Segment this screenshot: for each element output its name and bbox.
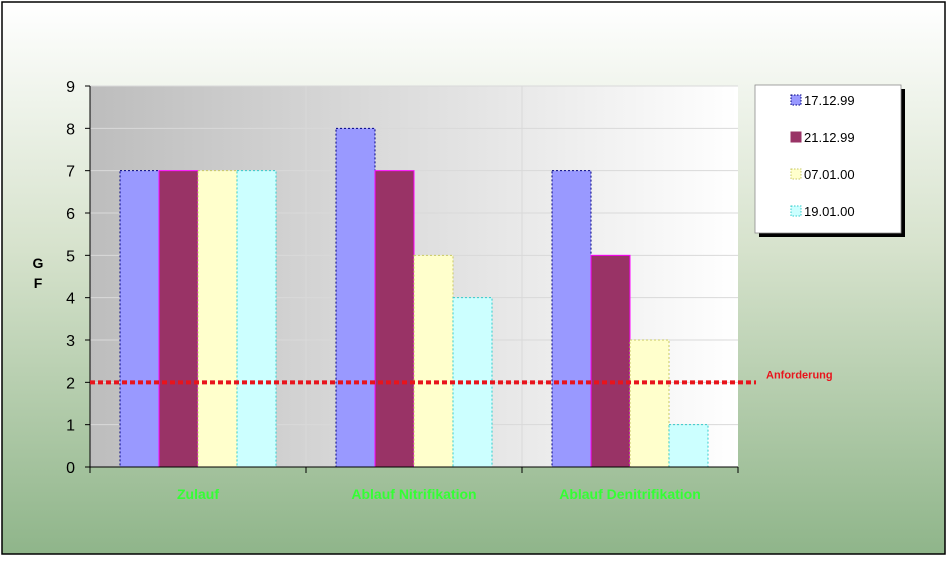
bar-21.12.99 — [590, 254, 631, 468]
legend-swatch — [790, 205, 802, 217]
legend-swatch — [790, 131, 802, 143]
bar-07.01.00 — [413, 254, 454, 468]
bar-21.12.99 — [158, 170, 199, 468]
bar-07.01.00 — [197, 170, 238, 468]
y-tick-label: 3 — [66, 333, 75, 350]
bar-17.12.99 — [335, 127, 376, 468]
y-tick-label: 9 — [66, 79, 75, 96]
legend-label: 19.01.00 — [804, 204, 855, 219]
legend-swatch — [790, 94, 802, 106]
legend: 17.12.99 21.12.99 07.01.00 19.01.00 — [754, 84, 905, 237]
y-tick-label: 6 — [66, 206, 75, 223]
bar-17.12.99 — [551, 170, 592, 468]
bar-07.01.00 — [629, 339, 670, 468]
legend-swatch — [790, 168, 802, 180]
y-axis-label-line-1: G — [33, 255, 44, 271]
bar-21.12.99 — [374, 170, 415, 468]
legend-label: 17.12.99 — [804, 93, 855, 108]
x-category-labels: Zulauf Ablauf Nitrifikation Ablauf Denitri… — [177, 486, 701, 502]
y-tick-label: 1 — [66, 418, 75, 435]
y-tick-label: 4 — [66, 291, 75, 308]
y-tick-label: 8 — [66, 121, 75, 138]
y-tick-label: 5 — [66, 248, 75, 265]
y-tick-label: 2 — [66, 375, 75, 392]
y-tick-label: 0 — [66, 460, 75, 477]
x-category-label: Ablauf Denitrifikation — [559, 486, 701, 502]
x-category-label: Zulauf — [177, 486, 219, 502]
y-tick-label: 7 — [66, 164, 75, 181]
bar-19.01.00 — [668, 424, 709, 468]
axes — [85, 85, 739, 473]
x-category-label: Ablauf Nitrifikation — [351, 486, 476, 502]
reference-line-group: Anforderung — [90, 369, 833, 385]
bar-19.01.00 — [236, 170, 277, 468]
bars — [119, 127, 709, 468]
reference-line-label: Anforderung — [766, 369, 833, 381]
legend-label: 07.01.00 — [804, 167, 855, 182]
y-tick-labels: 0 1 2 3 4 5 6 7 8 9 — [66, 79, 75, 477]
legend-label: 21.12.99 — [804, 130, 855, 145]
y-axis-label-line-2: F — [34, 275, 43, 291]
bar-17.12.99 — [119, 170, 160, 468]
legend-box — [754, 84, 902, 234]
